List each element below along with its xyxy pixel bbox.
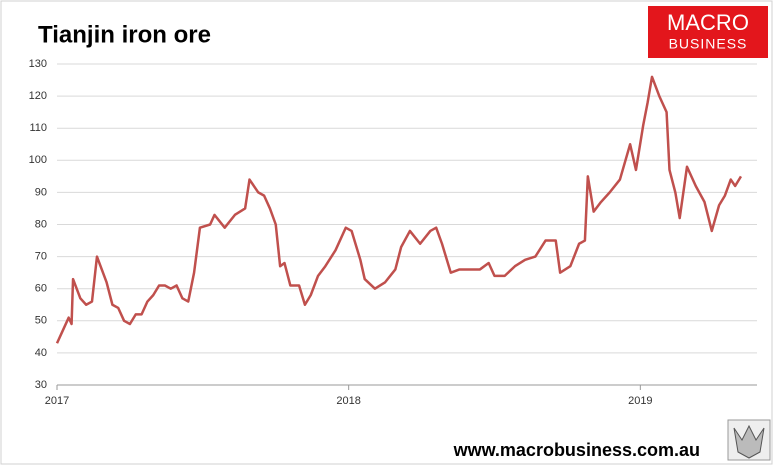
logo-icon-wolf [733,424,765,459]
y-tick-label: 90 [35,186,47,198]
y-tick-label: 30 [35,379,47,391]
data-line [55,75,743,344]
y-tick-label: 40 [35,347,47,359]
chart-title: Tianjin iron ore [38,21,211,48]
footer-url: www.macrobusiness.com.au [453,440,700,460]
logo-line1: MACRO [667,10,749,35]
x-tick-label: 2019 [628,395,652,407]
y-tick-label: 80 [35,218,47,230]
y-tick-label: 50 [35,315,47,327]
y-tick-label: 110 [29,122,47,134]
logo-line2: BUSINESS [669,36,748,52]
logo-box [648,6,768,58]
y-tick-label: 70 [35,251,47,263]
y-tick-label: 100 [29,154,47,166]
y-tick-label: 120 [29,90,47,102]
y-tick-label: 130 [29,58,47,70]
x-tick-label: 2018 [336,395,360,407]
y-tick-label: 60 [35,283,47,295]
x-tick-label: 2017 [45,395,69,407]
